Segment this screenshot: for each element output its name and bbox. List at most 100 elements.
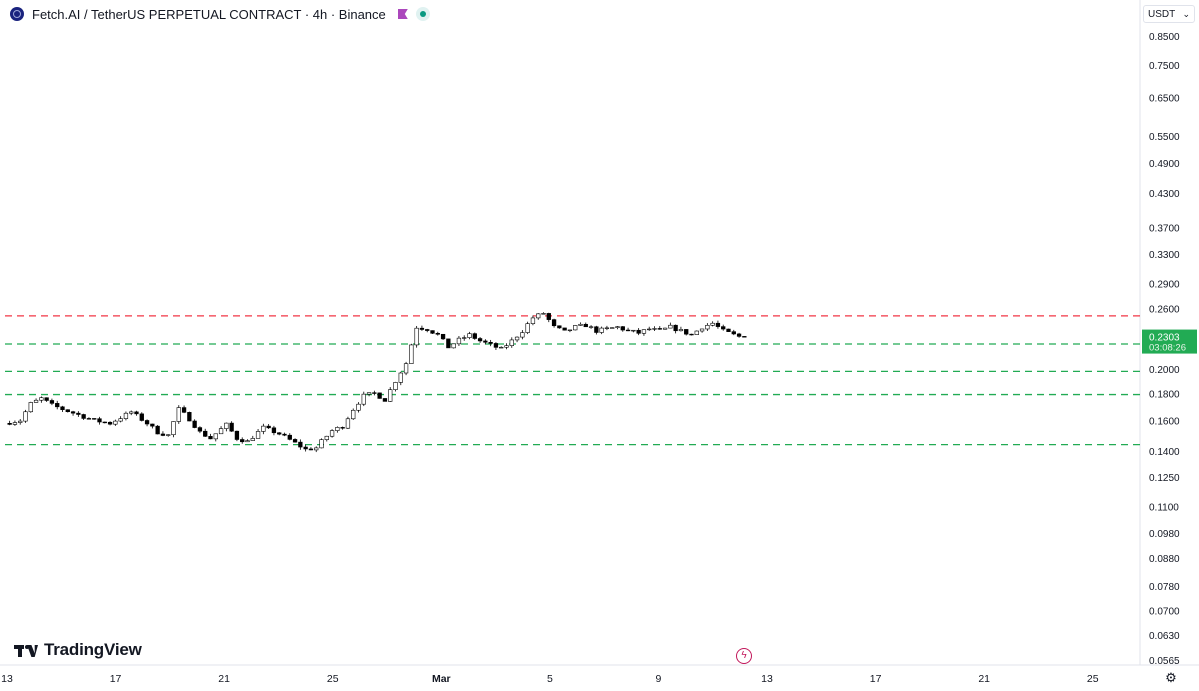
candle <box>266 424 271 429</box>
candle <box>261 423 266 435</box>
time-tick-label: Mar <box>432 673 451 685</box>
candle <box>181 405 187 414</box>
candle <box>245 439 250 443</box>
candle <box>641 329 647 336</box>
candle <box>414 325 419 348</box>
candle <box>588 325 594 329</box>
price-tick-label: 0.4900 <box>1149 159 1180 170</box>
time-tick-label: 17 <box>110 673 122 685</box>
last-price-label: 0.2303 <box>1149 333 1180 344</box>
candle <box>335 426 340 433</box>
candle <box>324 435 329 442</box>
candle <box>742 336 747 338</box>
candle <box>573 324 578 331</box>
candle <box>694 330 699 335</box>
time-tick-label: 13 <box>761 673 773 685</box>
candle <box>160 431 166 437</box>
price-tick-label: 0.1100 <box>1149 503 1179 514</box>
horizontal-levels <box>5 315 1140 446</box>
candle <box>150 423 155 429</box>
candle <box>33 398 39 403</box>
candle <box>197 426 203 434</box>
tradingview-logo-text: TradingView <box>44 640 142 659</box>
candle <box>55 400 60 410</box>
price-tick-label: 0.0980 <box>1149 529 1180 540</box>
candle <box>583 322 588 328</box>
candle <box>625 327 631 332</box>
price-tick-label: 0.0700 <box>1149 607 1180 618</box>
price-tick-label: 0.1400 <box>1149 447 1180 458</box>
candle <box>171 421 176 438</box>
price-tick-label: 0.0880 <box>1149 554 1180 565</box>
candle <box>731 329 736 336</box>
candle <box>536 313 541 320</box>
candle <box>314 446 319 453</box>
candle <box>92 418 97 420</box>
currency-select[interactable]: USDT ⌄ <box>1143 5 1195 23</box>
candle <box>446 338 451 349</box>
gear-icon[interactable]: ⚙ <box>1165 670 1177 685</box>
candle <box>599 326 604 335</box>
time-tick-label: 17 <box>870 673 882 685</box>
candle <box>451 343 456 349</box>
price-tick-label: 0.2600 <box>1149 305 1180 316</box>
tradingview-logo[interactable]: TradingView <box>14 640 142 660</box>
candle <box>292 438 298 443</box>
candle <box>366 392 372 397</box>
candle <box>689 333 694 336</box>
candle <box>102 421 107 424</box>
time-tick-label: 25 <box>327 673 339 685</box>
candle <box>514 336 520 343</box>
price-axis: 0.8500 0.7500 0.6500 0.5500 0.4900 0.4300 0.37… <box>1149 32 1180 667</box>
flag-icon[interactable] <box>397 9 408 19</box>
candle <box>525 321 530 335</box>
candle <box>551 318 557 328</box>
candle <box>39 396 44 403</box>
candles <box>7 312 747 453</box>
candle <box>208 433 213 440</box>
candle <box>271 425 277 436</box>
candle <box>224 422 229 432</box>
candle <box>425 328 430 333</box>
price-tick-label: 0.0780 <box>1149 582 1180 593</box>
time-axis: 13172125Mar5913172125Apr5913172125May5 <box>1 673 1099 685</box>
candle <box>287 433 292 441</box>
candle <box>187 411 192 422</box>
candle <box>308 447 314 451</box>
candle <box>736 332 742 338</box>
candle <box>234 430 240 442</box>
market-status-icon[interactable] <box>415 7 430 21</box>
candle <box>372 390 377 396</box>
candle <box>398 371 403 386</box>
symbol-title[interactable]: Fetch.AI / TetherUS PERPETUAL CONTRACT ·… <box>32 6 386 22</box>
candle <box>657 326 662 330</box>
candle <box>647 326 652 331</box>
candle <box>144 419 150 427</box>
candle <box>361 391 366 407</box>
time-tick-label: 13 <box>1 673 13 685</box>
candle <box>652 326 657 332</box>
candle <box>393 381 398 392</box>
currency-value: USDT <box>1148 8 1176 20</box>
lightning-icon[interactable]: ϟ <box>736 648 752 664</box>
candle <box>620 325 625 332</box>
candle <box>520 330 525 340</box>
countdown-label: 03:08:26 <box>1149 343 1186 354</box>
candle <box>705 323 710 331</box>
candle <box>530 315 536 326</box>
price-tick-label: 0.0630 <box>1149 631 1180 642</box>
candle <box>155 425 160 435</box>
candle <box>218 426 224 435</box>
candle <box>435 331 440 336</box>
time-tick-label: 21 <box>978 673 990 685</box>
candle <box>615 325 620 330</box>
candle <box>493 342 499 351</box>
candle <box>388 387 393 402</box>
candle <box>710 321 715 327</box>
candle <box>28 401 33 413</box>
candle <box>472 332 477 340</box>
price-tick-label: 0.1600 <box>1149 416 1180 427</box>
candle <box>97 416 102 425</box>
